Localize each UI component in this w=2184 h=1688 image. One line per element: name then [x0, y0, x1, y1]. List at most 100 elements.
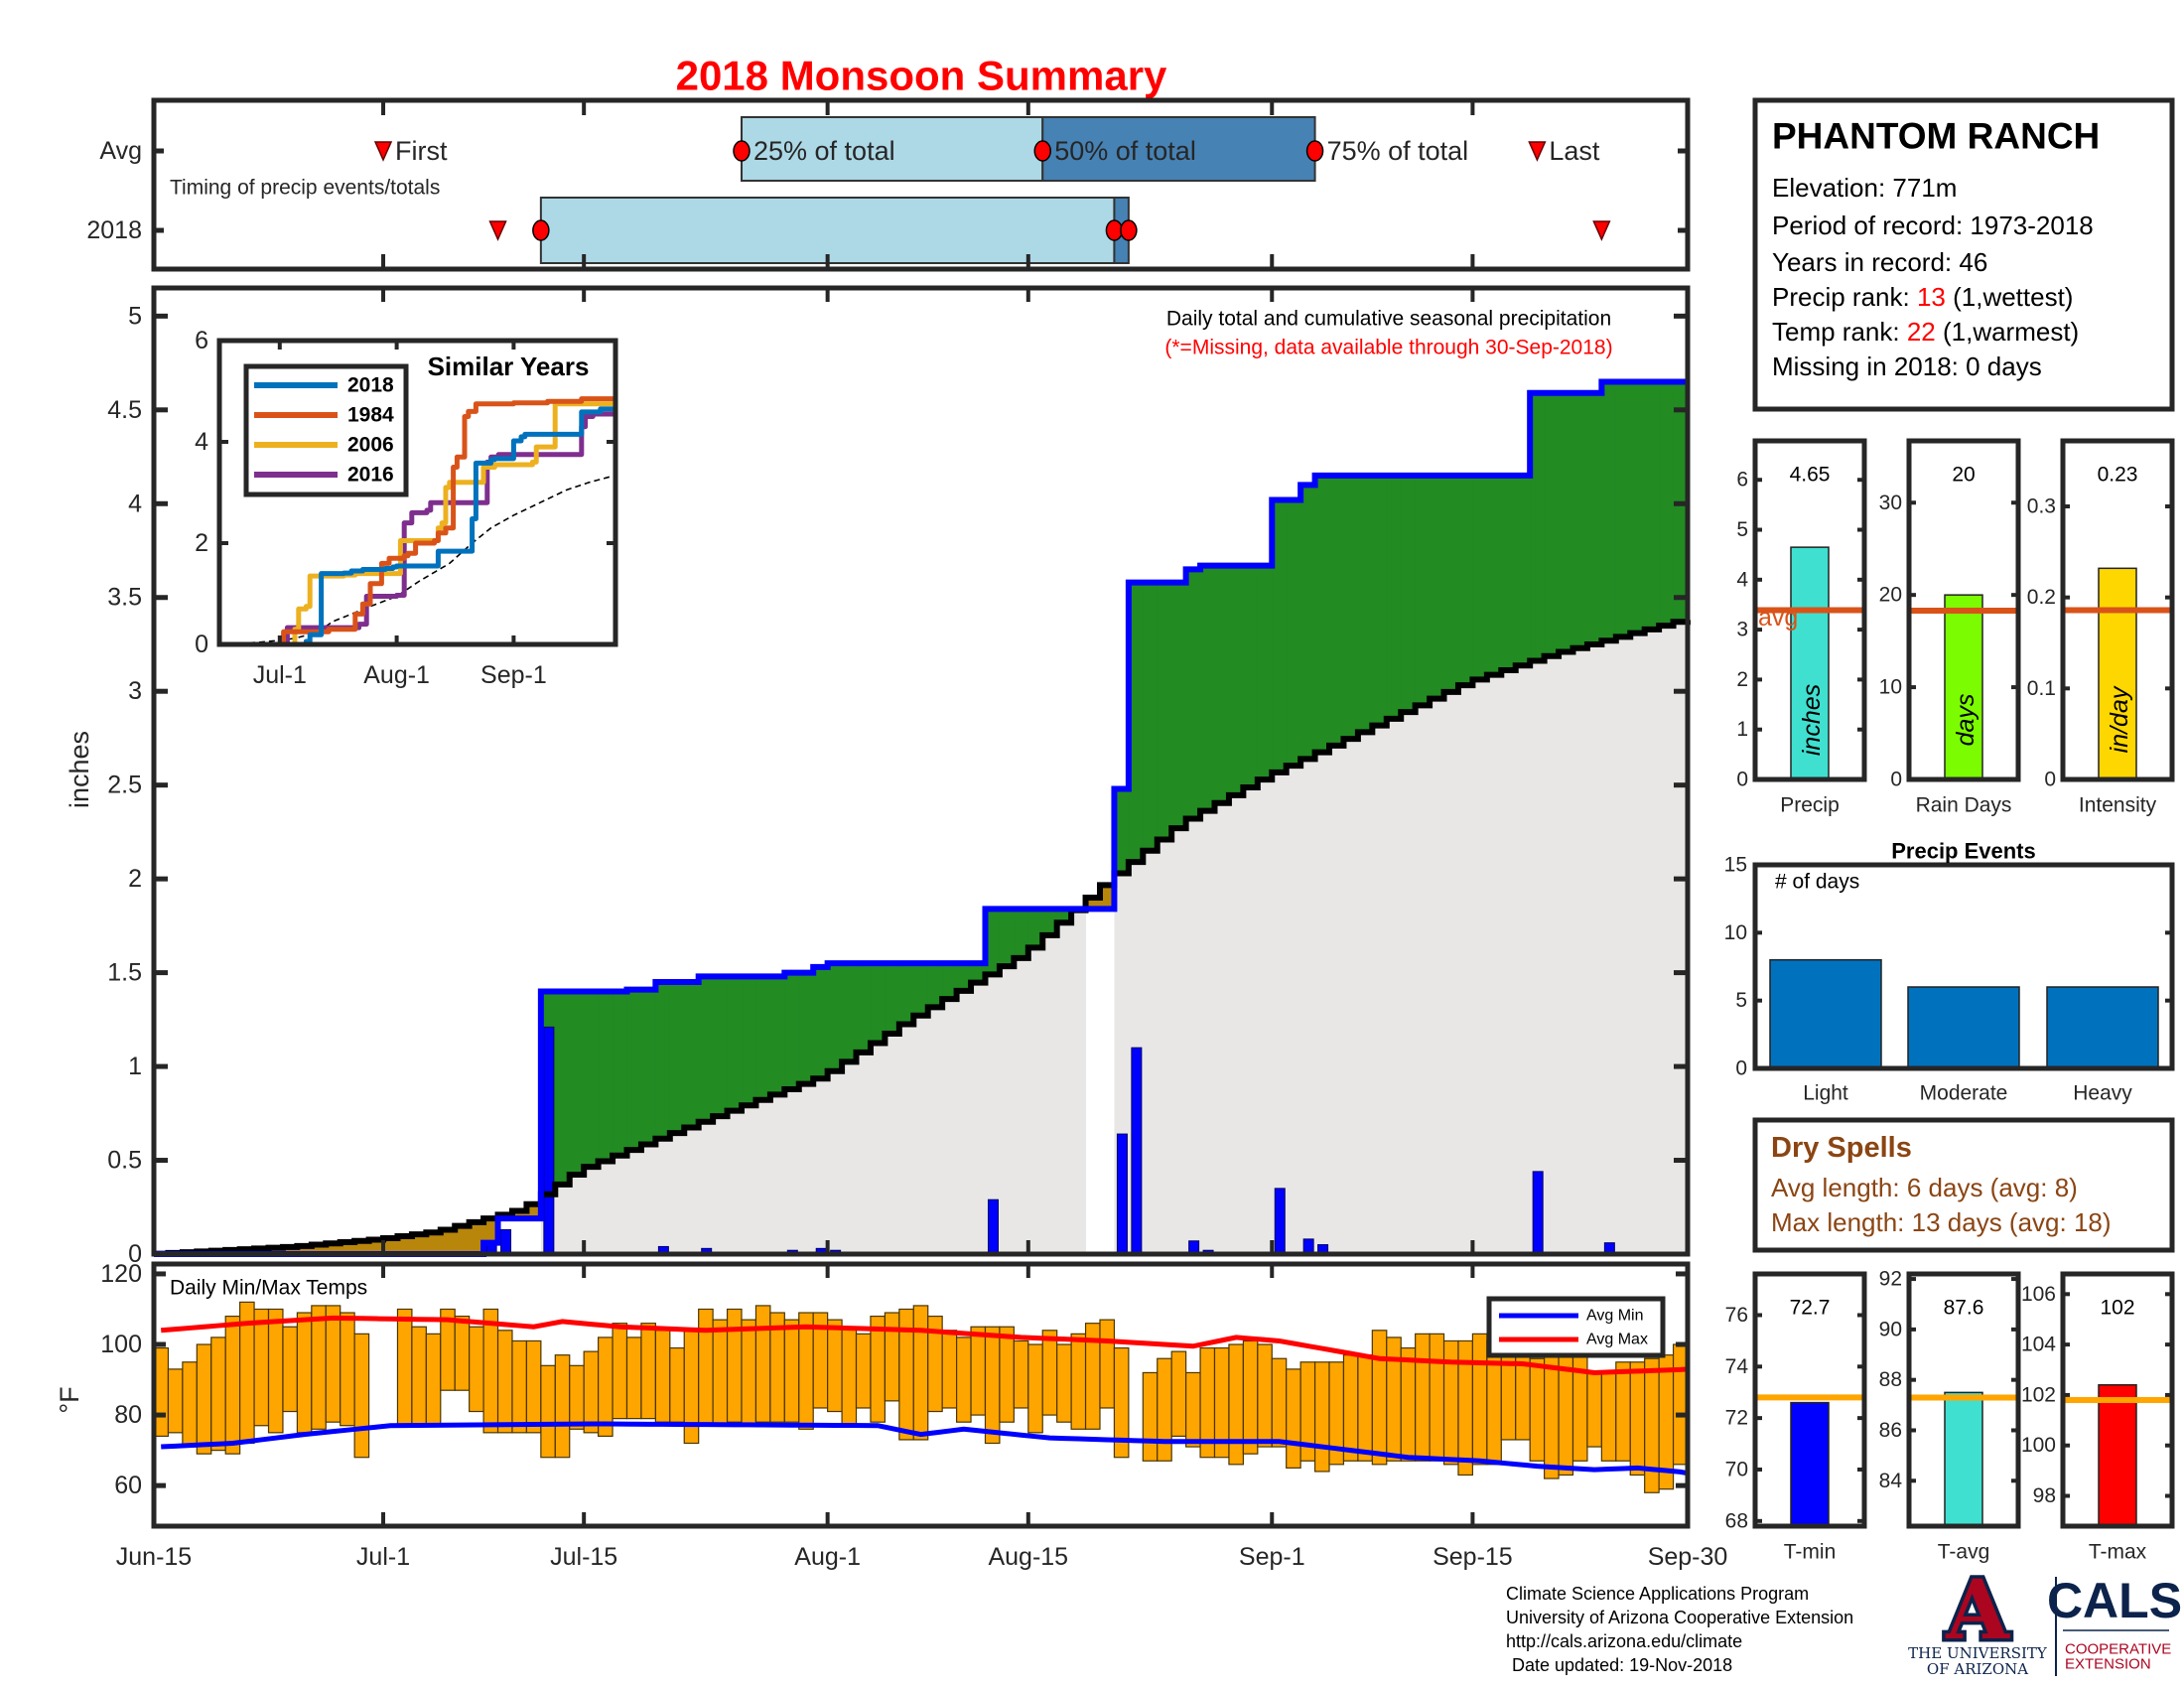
timing-marker-last	[1592, 220, 1611, 241]
summary-ytick-label: 0	[1736, 769, 1748, 791]
summary-bar-0	[1790, 1401, 1830, 1527]
avg-cumulative-area	[870, 1043, 886, 1254]
avg-cumulative-area	[1601, 640, 1617, 1254]
daily-temp-bar	[1170, 1350, 1187, 1437]
above-average-area	[1515, 475, 1531, 666]
event-category-label: Light	[1803, 1082, 1848, 1105]
footer-line: http://cals.arizona.edu/climate	[1506, 1631, 1742, 1651]
avg-cumulative-area	[1486, 674, 1502, 1254]
above-average-area	[1559, 392, 1573, 652]
ua-logo-text: OF ARIZONA	[1927, 1660, 2028, 1678]
daily-temp-bar	[511, 1339, 528, 1434]
avg-cumulative-area	[555, 1184, 571, 1254]
daily-temp-bar	[525, 1339, 542, 1434]
daily-temp-bar	[1586, 1371, 1602, 1448]
timing-bar-early-1	[539, 197, 1116, 264]
above-average-area	[655, 982, 671, 1139]
timing-marker-first	[373, 141, 393, 162]
precip-ytick-label: 2.5	[107, 772, 142, 799]
daily-temp-bar	[253, 1308, 270, 1427]
avg-cumulative-area	[1472, 679, 1488, 1254]
rank-note: (1,wettest)	[1946, 282, 2074, 312]
daily-temp-bar	[1056, 1343, 1072, 1423]
above-average-area	[971, 963, 986, 983]
above-average-area	[885, 963, 900, 1035]
precip-axes	[151, 285, 1691, 1257]
daily-temp-bar	[1027, 1343, 1043, 1434]
summary-ytick-label: 0.1	[2027, 677, 2056, 700]
summary-unit-label: days	[1952, 694, 1979, 747]
daily-temp-bar	[798, 1312, 814, 1430]
summary-ytick-label: 3	[1736, 619, 1748, 641]
daily-temp-bar	[754, 1305, 771, 1423]
above-average-area	[613, 991, 627, 1156]
avg-cumulative-area	[1559, 651, 1573, 1254]
rank-label: Precip rank:	[1772, 282, 1917, 312]
daily-temp-bar	[1415, 1333, 1431, 1462]
daily-temp-bar	[1342, 1354, 1359, 1462]
rank-value: 22	[1907, 317, 1936, 347]
daily-temp-bar	[1313, 1361, 1330, 1473]
rank-label: Temp rank:	[1772, 317, 1907, 347]
station-period: Period of record: 1973-2018	[1772, 211, 2094, 240]
timing-label-last: Last	[1549, 136, 1600, 166]
avg-max-line	[161, 1315, 1689, 1375]
above-average-area	[1430, 475, 1445, 699]
above-average-area	[1014, 909, 1029, 958]
station-elevation: Elevation: 771m	[1772, 173, 1957, 203]
summary-unit-label: inches	[1798, 684, 1826, 756]
summary-ytick-label: 0.3	[2027, 495, 2056, 518]
daily-precip-bar	[1274, 1188, 1286, 1255]
below-average-area	[526, 1203, 542, 1219]
daily-temp-bar	[827, 1319, 843, 1413]
station-info-box	[1752, 97, 2175, 412]
above-average-area	[626, 989, 642, 1151]
dry-spells-max: Max length: 13 days (avg: 18)	[1771, 1207, 2112, 1237]
temp-ytick-label: 100	[100, 1331, 142, 1358]
daily-temp-bar	[540, 1364, 556, 1459]
timing-label-p75: 75% of total	[1327, 136, 1469, 166]
timing-label-p50: 50% of total	[1054, 136, 1196, 166]
legend-label-2018: 2018	[347, 374, 394, 397]
avg-cumulative-area	[713, 1116, 729, 1254]
avg-cumulative-area	[1056, 922, 1072, 1254]
above-average-area	[769, 976, 785, 1095]
above-average-area	[1443, 475, 1459, 692]
precip-ytick-label: 4.5	[107, 396, 142, 424]
timing-marker-p25	[733, 140, 751, 162]
above-average-area	[555, 991, 571, 1185]
precip-annotation: Daily total and cumulative seasonal prec…	[1166, 308, 1611, 331]
timing-label-first: First	[395, 136, 448, 166]
avg-min-line	[161, 1421, 1689, 1477]
above-average-area	[1185, 569, 1201, 819]
legend-label-2016: 2016	[347, 464, 394, 487]
avg-cumulative-area	[1286, 766, 1301, 1254]
daily-temp-bar	[1386, 1336, 1402, 1462]
above-average-area	[1501, 475, 1517, 670]
summary-ytick-label: 70	[1725, 1458, 1748, 1480]
temp-legend-label: Avg Min	[1586, 1308, 1644, 1325]
avg-cumulative-area	[1272, 772, 1288, 1254]
above-average-area	[1630, 381, 1646, 633]
above-average-area	[598, 991, 614, 1162]
rank-note: (1,warmest)	[1936, 317, 2079, 347]
summary-ytick-label: 10	[1879, 676, 1902, 699]
dry-spells-avg: Avg length: 6 days (avg: 8)	[1771, 1173, 2078, 1202]
above-average-area	[1343, 475, 1359, 740]
inset-axes	[216, 338, 618, 647]
daily-temp-bar	[741, 1319, 757, 1427]
timing-bar-late-0	[1041, 116, 1316, 182]
summary-ytick-label: 100	[2021, 1434, 2056, 1457]
daily-temp-bar	[698, 1308, 714, 1427]
below-average-area	[511, 1210, 527, 1219]
timing-label-p25: 25% of total	[753, 136, 895, 166]
below-average-area	[311, 1244, 327, 1254]
summary-panel-axes-1	[1906, 438, 2021, 782]
precip-missing-note: (*=Missing, data available through 30-Se…	[1164, 337, 1612, 359]
above-average-area	[1157, 582, 1172, 840]
summary-ytick-label: 0.2	[2027, 586, 2056, 609]
footer-line: University of Arizona Cooperative Extens…	[1506, 1608, 1853, 1627]
temp-ylabel: °F	[55, 1386, 84, 1413]
xtick-label: Sep-1	[1239, 1543, 1305, 1571]
